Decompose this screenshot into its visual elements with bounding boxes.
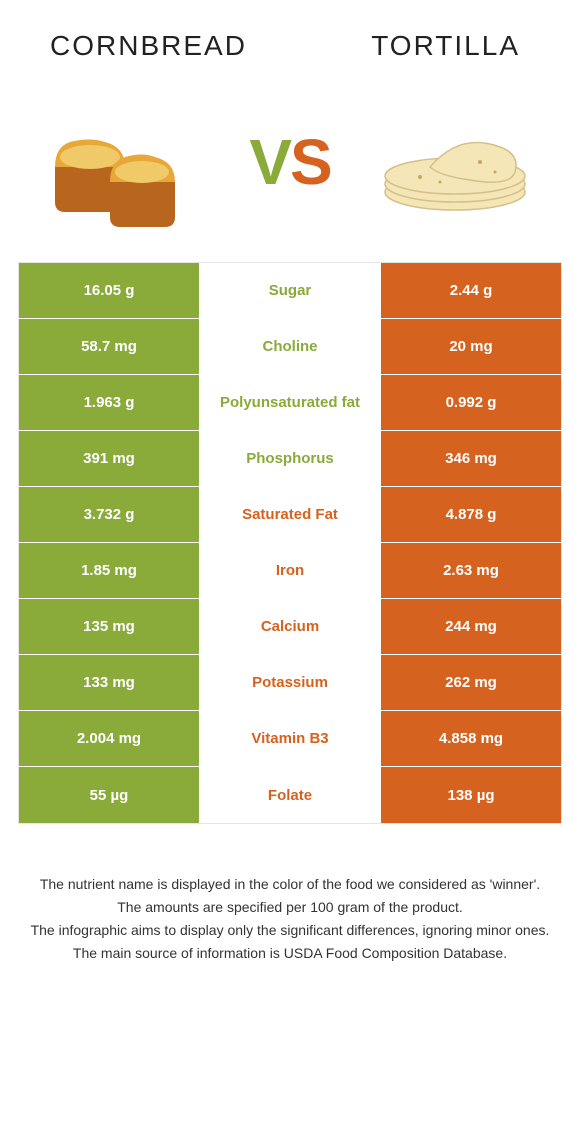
footnote-line: The infographic aims to display only the… (30, 920, 550, 941)
cell-left-value: 133 mg (19, 655, 199, 710)
cell-right-value: 4.858 mg (381, 711, 561, 766)
cell-left-value: 58.7 mg (19, 319, 199, 374)
table-row: 133 mgPotassium262 mg (19, 655, 561, 711)
cell-left-value: 391 mg (19, 431, 199, 486)
cell-left-value: 55 µg (19, 767, 199, 823)
food-right-title: TORTILLA (371, 30, 520, 62)
cell-left-value: 2.004 mg (19, 711, 199, 766)
table-row: 16.05 gSugar2.44 g (19, 263, 561, 319)
cell-right-value: 0.992 g (381, 375, 561, 430)
cell-nutrient-label: Phosphorus (199, 431, 381, 486)
cell-left-value: 16.05 g (19, 263, 199, 318)
cell-nutrient-label: Folate (199, 767, 381, 823)
cell-left-value: 1.963 g (19, 375, 199, 430)
cell-nutrient-label: Choline (199, 319, 381, 374)
table-row: 135 mgCalcium244 mg (19, 599, 561, 655)
cell-nutrient-label: Vitamin B3 (199, 711, 381, 766)
cell-right-value: 2.44 g (381, 263, 561, 318)
table-row: 391 mgPhosphorus346 mg (19, 431, 561, 487)
table-row: 3.732 gSaturated Fat4.878 g (19, 487, 561, 543)
footnote-line: The main source of information is USDA F… (30, 943, 550, 964)
food-left-title: CORNBREAD (50, 30, 247, 62)
cell-nutrient-label: Potassium (199, 655, 381, 710)
footnotes: The nutrient name is displayed in the co… (0, 824, 580, 964)
table-row: 55 µgFolate138 µg (19, 767, 561, 823)
cornbread-image (30, 92, 210, 232)
cell-right-value: 138 µg (381, 767, 561, 823)
cell-left-value: 1.85 mg (19, 543, 199, 598)
cell-nutrient-label: Sugar (199, 263, 381, 318)
vs-v: V (249, 126, 290, 198)
cell-right-value: 20 mg (381, 319, 561, 374)
table-row: 2.004 mgVitamin B34.858 mg (19, 711, 561, 767)
cell-right-value: 346 mg (381, 431, 561, 486)
footnote-line: The amounts are specified per 100 gram o… (30, 897, 550, 918)
cell-right-value: 4.878 g (381, 487, 561, 542)
cell-right-value: 244 mg (381, 599, 561, 654)
cell-nutrient-label: Iron (199, 543, 381, 598)
footnote-line: The nutrient name is displayed in the co… (30, 874, 550, 895)
header: CORNBREAD TORTILLA (0, 0, 580, 72)
cell-right-value: 2.63 mg (381, 543, 561, 598)
cell-left-value: 135 mg (19, 599, 199, 654)
cell-right-value: 262 mg (381, 655, 561, 710)
cell-nutrient-label: Saturated Fat (199, 487, 381, 542)
cell-left-value: 3.732 g (19, 487, 199, 542)
table-row: 58.7 mgCholine20 mg (19, 319, 561, 375)
vs-label: VS (249, 125, 330, 199)
vs-s: S (290, 126, 331, 198)
cell-nutrient-label: Calcium (199, 599, 381, 654)
table-row: 1.85 mgIron2.63 mg (19, 543, 561, 599)
images-row: VS (0, 72, 580, 262)
tortilla-image (370, 92, 550, 232)
cell-nutrient-label: Polyunsaturated fat (199, 375, 381, 430)
table-row: 1.963 gPolyunsaturated fat0.992 g (19, 375, 561, 431)
comparison-table: 16.05 gSugar2.44 g58.7 mgCholine20 mg1.9… (18, 262, 562, 824)
